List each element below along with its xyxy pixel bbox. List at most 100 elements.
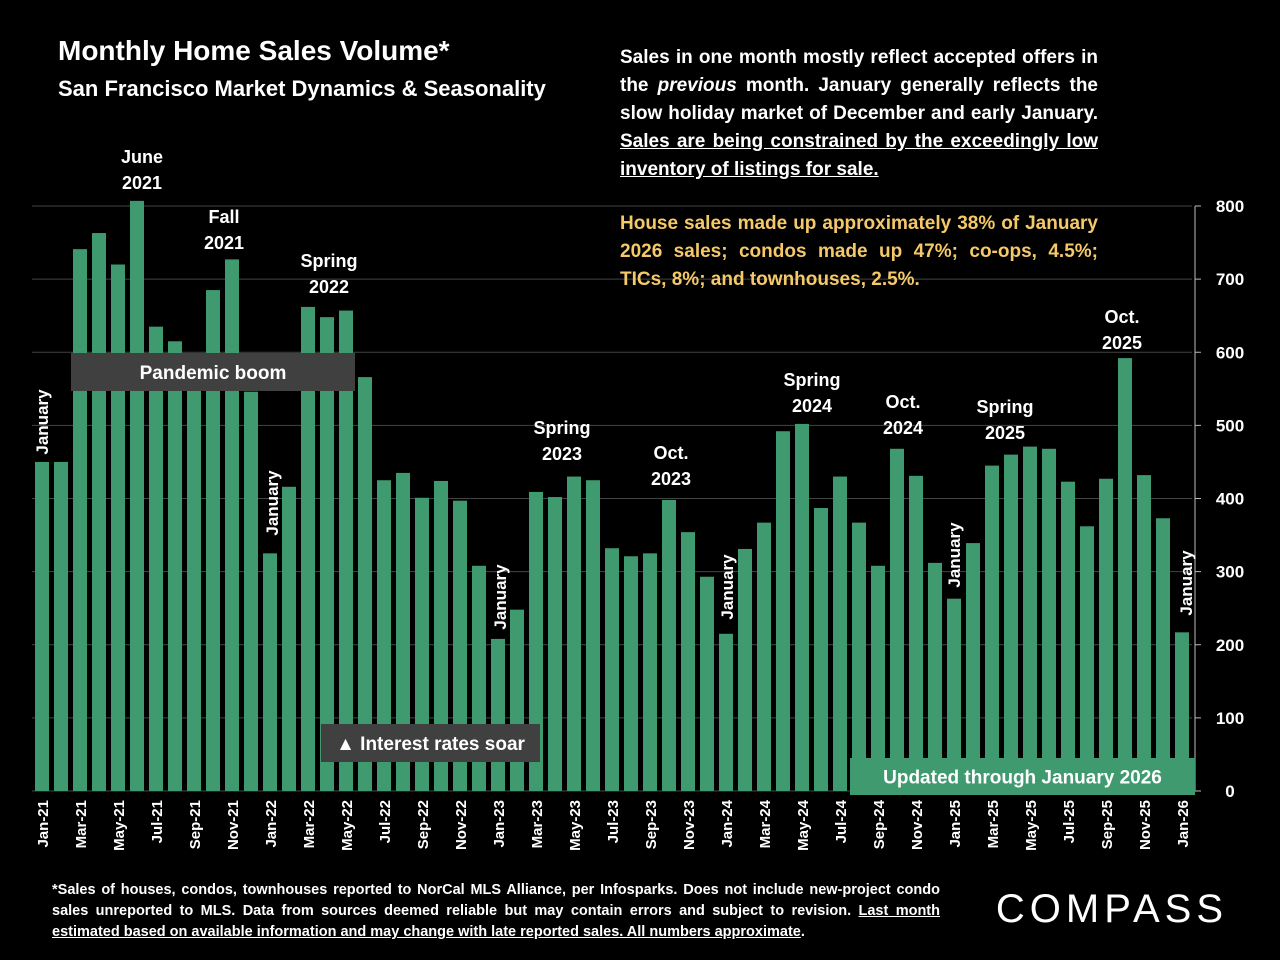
- x-tick-label: May-25: [1023, 800, 1040, 851]
- bar: [168, 341, 182, 791]
- annotation: 2023: [651, 469, 691, 489]
- x-tick-label: Jan-25: [947, 800, 964, 848]
- annotation: 2025: [1102, 333, 1142, 353]
- x-tick-label: May-21: [111, 800, 128, 851]
- y-tick-label: 700: [1216, 270, 1244, 289]
- x-tick-label: Jan-22: [263, 800, 280, 848]
- annotation: Spring: [977, 397, 1034, 417]
- bar: [719, 633, 733, 791]
- annotation: June: [121, 147, 163, 167]
- y-tick-label: 600: [1216, 343, 1244, 362]
- x-tick-label: Nov-25: [1137, 800, 1154, 850]
- bar: [643, 553, 657, 791]
- annotation-box: [850, 758, 1195, 795]
- bar: [491, 638, 505, 791]
- note-text: month. January generally reflects the sl…: [620, 75, 1098, 124]
- bar: [1118, 358, 1132, 791]
- annotation: Fall: [208, 207, 239, 227]
- bar: [700, 576, 714, 791]
- bar: [130, 200, 144, 792]
- bar: [1156, 518, 1170, 791]
- bar: [35, 461, 49, 791]
- bar: [1099, 478, 1113, 791]
- bar: [928, 562, 942, 791]
- bar: [586, 480, 600, 791]
- annotation: Oct.: [653, 443, 688, 463]
- y-tick-label: 500: [1216, 416, 1244, 435]
- bar: [54, 461, 68, 791]
- bar: [301, 306, 315, 791]
- bar: [548, 497, 562, 791]
- x-tick-label: Mar-21: [73, 800, 90, 848]
- bar: [966, 543, 980, 791]
- chart-title: Monthly Home Sales Volume*: [58, 35, 450, 66]
- annotation-box: [321, 724, 540, 762]
- bar: [776, 431, 790, 791]
- y-tick-label: 300: [1216, 563, 1244, 582]
- x-tick-label: Sep-25: [1099, 800, 1116, 849]
- bar: [605, 548, 619, 791]
- note-paragraph: House sales made up approximately 38% of…: [620, 213, 1098, 290]
- bar: [263, 553, 277, 791]
- bar: [73, 249, 87, 792]
- annotation: Spring: [301, 251, 358, 271]
- bar: [396, 472, 410, 791]
- footnote: *Sales of houses, condos, townhouses rep…: [52, 880, 940, 943]
- january-label: January: [33, 389, 52, 455]
- bar: [567, 476, 581, 791]
- bar: [149, 326, 163, 791]
- bar: [1080, 526, 1094, 791]
- bar: [681, 532, 695, 791]
- annotation: 2024: [883, 418, 923, 438]
- bar: [1175, 632, 1189, 791]
- annotation-box-label: ▲ Interest rates soar: [336, 734, 525, 755]
- annotation: 2023: [542, 444, 582, 464]
- x-tick-label: Jul-21: [149, 800, 166, 843]
- bar: [795, 423, 809, 791]
- x-tick-label: Jan-21: [35, 800, 52, 848]
- x-tick-label: May-23: [567, 800, 584, 851]
- annotation: Oct.: [885, 392, 920, 412]
- note-text: Sales in one month mostly reflect accept…: [620, 47, 1098, 96]
- bar: [510, 609, 524, 791]
- x-tick-label: May-22: [339, 800, 356, 851]
- x-tick-label: Nov-22: [453, 800, 470, 850]
- bar: [1023, 446, 1037, 791]
- january-label: January: [263, 470, 282, 536]
- y-tick-label: 0: [1225, 782, 1234, 801]
- footnote-text: *Sales of houses, condos, townhouses rep…: [52, 882, 940, 919]
- x-tick-label: Jan-23: [491, 800, 508, 848]
- annotation: 2021: [204, 233, 244, 253]
- x-tick-label: May-24: [795, 799, 812, 851]
- bar: [947, 598, 961, 791]
- bar: [434, 480, 448, 791]
- bar: [92, 233, 106, 791]
- bar: [415, 497, 429, 791]
- x-tick-label: Jul-25: [1061, 800, 1078, 843]
- annotation-box-label: Updated through January 2026: [883, 768, 1162, 789]
- y-tick-label: 400: [1216, 490, 1244, 509]
- x-tick-label: Nov-24: [909, 799, 926, 850]
- y-tick-label: 100: [1216, 709, 1244, 728]
- annotation: 2024: [792, 396, 832, 416]
- bar: [1004, 454, 1018, 791]
- x-tick-label: Nov-23: [681, 800, 698, 850]
- annotation: 2025: [985, 423, 1025, 443]
- bar: [909, 475, 923, 791]
- chart-subtitle: San Francisco Market Dynamics & Seasonal…: [58, 76, 547, 101]
- bar: [833, 476, 847, 791]
- note-text: previous: [657, 75, 737, 96]
- bar: [871, 565, 885, 791]
- bar: [1061, 481, 1075, 791]
- bar: [377, 480, 391, 791]
- bar: [662, 499, 676, 791]
- annotation: 2021: [122, 173, 162, 193]
- annotation-box: [71, 353, 355, 391]
- x-tick-label: Mar-23: [529, 800, 546, 848]
- bar: [225, 259, 239, 792]
- bar: [358, 377, 372, 791]
- january-label: January: [945, 522, 964, 588]
- bar: [111, 264, 125, 791]
- bar: [814, 508, 828, 791]
